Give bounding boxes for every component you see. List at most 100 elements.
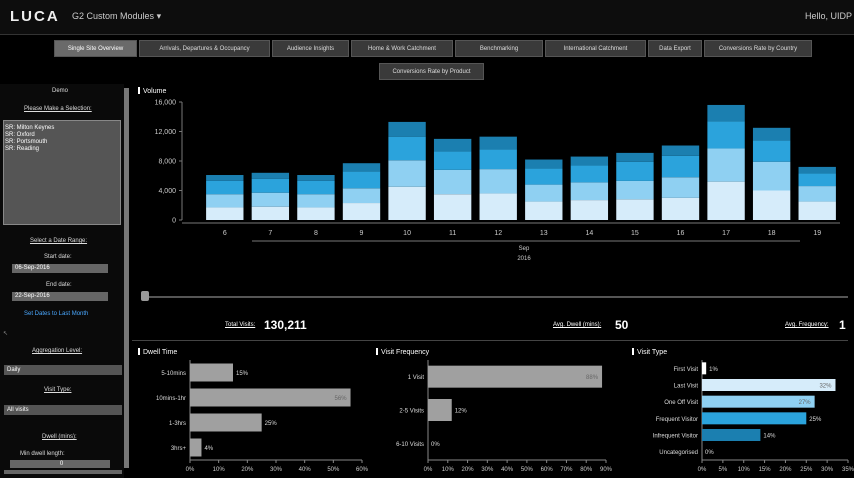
x-tick-label: 7 [268,230,272,237]
x-tick-label: 10 [403,230,411,237]
volume-bar-segment [206,194,244,208]
aggregation-label: Aggregation Level: [32,348,83,354]
value-label: 0% [431,442,440,448]
volume-bar-segment [616,180,654,200]
x-month-label: Sep [519,246,530,252]
start-date-label: Start date: [44,254,72,260]
site-option[interactable]: SR: Milton Keynes [5,125,55,131]
min-dwell-input[interactable]: 0 [10,460,110,468]
value-label: 0% [705,450,714,456]
volume-bar-segment [525,159,563,169]
volume-bar-segment [570,200,609,220]
value-label: 12% [455,409,468,415]
luca-logo[interactable]: LUCA [10,8,60,25]
x-tick-label: 20% [462,467,475,473]
date-slider-track[interactable] [144,296,848,298]
category-label: First Visit [673,367,698,373]
date-slider-handle[interactable] [141,291,149,301]
visit-type-title: Visit Type [632,348,667,356]
value-label: 25% [809,417,822,423]
volume-bar-segment [798,173,836,187]
volume-bar-segment [251,172,290,179]
avg-dwell-label: Avg. Dwell (mins): [553,322,602,328]
volume-bar-segment [616,161,654,181]
sidebar-scrollbar[interactable] [124,88,129,468]
set-last-month-link[interactable]: Set Dates to Last Month [24,311,89,317]
y-tick-label: 8,000 [158,159,176,166]
x-tick-label: 50% [521,467,534,473]
bar [702,395,815,408]
x-tick-label: 10% [442,467,455,473]
tab-arrivals-departures[interactable]: Arrivals, Departures & Occupancy [139,40,270,57]
tab-home-work-catchment[interactable]: Home & Work Catchment [351,40,453,57]
value-label: 25% [265,421,278,427]
x-tick-label: 18 [768,230,776,237]
tab-international-catchment[interactable]: International Catchment [545,40,646,57]
bar [702,379,836,391]
value-label: 32% [819,384,832,390]
x-tick-label: 19 [813,230,821,237]
bar [702,412,807,425]
aggregation-select[interactable]: Daily [4,365,122,375]
category-label: 3hrs+ [171,446,187,452]
tab-conversions-by-product[interactable]: Conversions Rate by Product [379,63,484,80]
end-date-input[interactable]: 22-Sep-2016 [12,292,108,301]
site-option[interactable]: SR: Reading [5,146,40,152]
volume-chart: 16,000 12,000 8,000 4,000 0 6 7 8 9 10 11 12 13 14 15 1… [155,100,840,262]
x-tick-label: 13 [540,230,548,237]
dwell-time-title: Dwell Time [138,348,177,356]
y-tick-label: 12,000 [155,129,177,136]
value-label: 15% [236,371,249,377]
volume-bar-segment [570,182,609,201]
site-option[interactable]: SR: Portsmouth [5,139,48,145]
bar [428,365,603,388]
user-greeting[interactable]: Hello, UIDP [804,11,852,21]
x-tick-label: 9 [360,230,364,237]
value-label: 14% [763,434,776,440]
module-selector[interactable]: G2 Custom Modules ▾ [72,11,161,22]
tab-benchmarking[interactable]: Benchmarking [455,40,543,57]
volume-bar-segment [798,186,836,202]
volume-bar-segment [525,184,563,202]
volume-bar-segment [616,199,654,220]
volume-bar-segment [297,194,335,208]
sidebar-horizontal-scrollbar[interactable] [4,470,122,474]
bar [190,413,262,432]
site-select-list[interactable] [3,120,121,225]
volume-bar-segment [525,168,563,185]
volume-bar-segment [661,155,700,178]
start-date-input[interactable]: 06-Sep-2016 [12,264,108,273]
tab-audience-insights[interactable]: Audience Insights [272,40,349,57]
volume-bar-segment [661,197,700,220]
x-tick-label: 30% [821,467,834,473]
volume-bar-segment [798,166,836,174]
category-label: Last Visit [674,384,699,390]
y-tick-label: 16,000 [155,100,177,107]
tab-data-export[interactable]: Data Export [648,40,702,57]
volume-bar-segment [297,207,335,220]
value-label: 4% [204,446,213,452]
volume-bar-segment [206,180,244,195]
tab-conversions-by-country[interactable]: Conversions Rate by Country [704,40,812,57]
visit-type-select[interactable]: All visits [4,405,122,415]
x-tick-label: 40% [501,467,514,473]
tab-single-site-overview[interactable]: Single Site Overview [54,40,137,57]
x-tick-label: 60% [356,467,369,473]
volume-bar-segment [570,156,609,166]
volume-bar-segment [661,145,700,156]
x-tick-label: 20% [779,467,792,473]
volume-bar-segment [251,178,290,193]
volume-bar-segment [342,188,381,204]
category-label: 10mins-1hr [156,396,186,402]
volume-bar-segment [388,160,426,187]
x-tick-label: 16 [677,230,685,237]
volume-bar-segment [251,206,290,220]
volume-bar-segment [388,121,426,137]
x-tick-label: 0% [698,467,707,473]
volume-bar-segment [206,175,244,181]
volume-bar-segment [433,138,472,152]
site-option[interactable]: SR: Oxford [5,132,35,138]
x-tick-label: 0% [186,467,195,473]
x-tick-label: 30% [481,467,494,473]
module-selector-label: G2 Custom Modules [72,11,155,21]
